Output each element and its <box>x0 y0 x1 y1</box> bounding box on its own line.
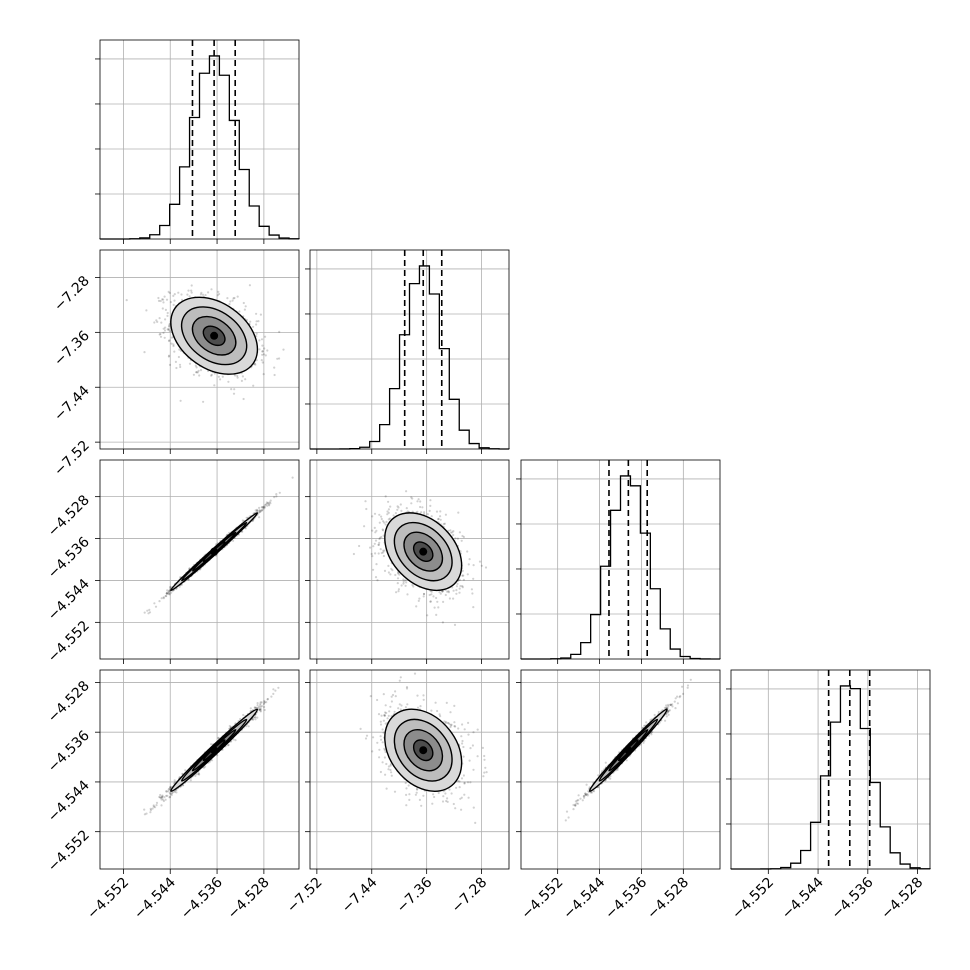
x-tick-label: −4.528 <box>878 875 926 923</box>
contour-line-1 <box>403 531 444 572</box>
y-tick-label: −7.52 <box>51 438 93 480</box>
x-tick-label: −4.528 <box>225 875 273 923</box>
contour-line-3 <box>170 296 259 375</box>
density-peak <box>210 331 219 340</box>
scatter-points <box>143 476 294 615</box>
x-tick-label: −4.536 <box>829 874 877 922</box>
panel-frame <box>309 249 510 450</box>
panel-frame <box>99 249 300 450</box>
scatter-panel-0-1: −7.52 −7.44 −7.36 −7.28 <box>51 249 300 480</box>
contour-line-0 <box>412 739 434 762</box>
contour-line-2 <box>393 718 453 782</box>
scatter-points <box>125 284 285 403</box>
x-tick-label: −7.52 <box>284 875 326 917</box>
histogram-panel-1 <box>305 249 510 454</box>
scatter-points <box>143 686 280 816</box>
scatter-panel-0-3: −4.552−4.544−4.536−4.528−4.552−4.544−4.5… <box>45 669 300 923</box>
histogram-step-line <box>731 685 931 870</box>
y-tick-label: −7.36 <box>51 328 93 370</box>
density-peak <box>419 547 428 556</box>
histogram-step-line <box>99 55 300 240</box>
y-tick-label: −4.536 <box>45 534 93 582</box>
x-tick-label: −7.36 <box>394 874 436 916</box>
y-tick-label: −4.544 <box>45 576 93 624</box>
panel-frame <box>520 459 721 660</box>
scatter-panel-1-3: −7.52 −7.44 −7.36 −7.28 <box>284 669 510 917</box>
panel-frame <box>730 669 931 870</box>
y-tick-label: −7.28 <box>51 273 93 315</box>
panel-frame <box>520 669 721 870</box>
density-peak <box>419 746 428 755</box>
scatter-points <box>352 490 488 627</box>
x-tick-label: −4.544 <box>560 874 608 922</box>
contour-line-1 <box>403 729 444 772</box>
x-tick-label: −4.536 <box>178 874 226 922</box>
x-tick-label: −4.552 <box>519 875 567 923</box>
contour-line-2 <box>180 306 248 366</box>
y-tick-label: −4.552 <box>45 827 93 875</box>
contour-line-3 <box>170 708 259 792</box>
scatter-points <box>564 678 692 822</box>
y-tick-label: −7.44 <box>51 383 93 425</box>
x-tick-label: −4.552 <box>84 875 132 923</box>
contour-line-2 <box>393 521 453 582</box>
contour-line-0 <box>412 541 434 563</box>
x-tick-label: −4.552 <box>729 875 777 923</box>
density-peak <box>210 746 219 755</box>
scatter-panel-1-2 <box>305 459 510 664</box>
density-peak <box>624 746 633 755</box>
scatter-panel-2-3: −4.552−4.544−4.536−4.528 <box>516 669 721 923</box>
panel-frame <box>309 669 510 870</box>
x-tick-label: −4.544 <box>779 874 827 922</box>
histogram-panel-2 <box>516 459 721 664</box>
histogram-step-line <box>521 475 721 660</box>
y-tick-label: −4.552 <box>45 618 93 666</box>
y-tick-label: −4.528 <box>45 492 93 540</box>
panel-frame <box>99 669 300 870</box>
x-tick-label: −4.536 <box>602 874 650 922</box>
contour-line-3 <box>384 708 463 792</box>
panel-frame <box>309 459 510 660</box>
y-tick-label: −4.536 <box>45 728 93 776</box>
contour-line-3 <box>384 512 463 592</box>
scatter-points <box>359 672 488 825</box>
density-peak <box>210 547 219 556</box>
x-tick-label: −7.44 <box>339 874 381 916</box>
contour-line-0 <box>202 325 226 347</box>
scatter-panel-0-2: −4.552−4.544−4.536−4.528 <box>45 459 300 666</box>
histogram-panel-0 <box>95 39 300 244</box>
x-tick-label: −4.544 <box>131 874 179 922</box>
contour-line-1 <box>191 315 237 356</box>
y-tick-label: −4.528 <box>45 678 93 726</box>
histogram-step-line <box>310 265 510 450</box>
y-tick-label: −4.544 <box>45 777 93 825</box>
histogram-panel-3: −4.552 −4.544 −4.536 −4.528 <box>726 669 931 923</box>
panel-frame <box>99 459 300 660</box>
x-tick-label: −4.528 <box>644 875 692 923</box>
panel-frame <box>99 39 300 240</box>
x-tick-label: −7.28 <box>449 875 491 917</box>
